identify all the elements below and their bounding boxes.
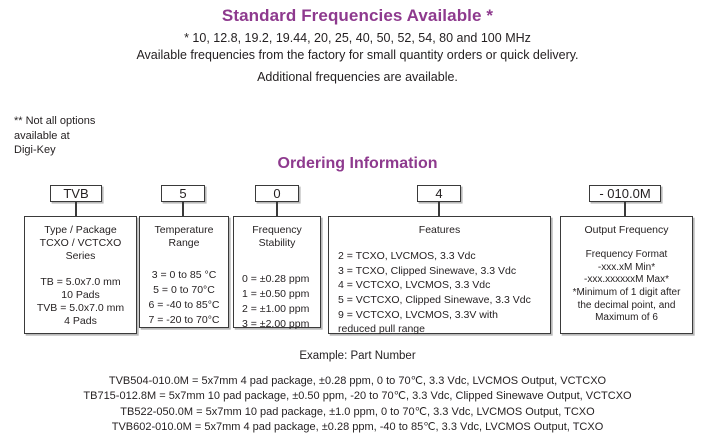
field-options-output-frequency: Frequency Format -xxx.xM Min* -xxx.xxxxx…: [572, 249, 681, 324]
ordering-information-title: Ordering Information: [277, 155, 438, 172]
example-part-number-heading: Example: Part Number: [299, 350, 416, 362]
digikey-availability-footnote: ** Not all options available at Digi-Key: [14, 115, 96, 156]
field-box-frequency-stability: Frequency Stability 0 = ±0.28 ppm 1 = ±0…: [233, 216, 321, 330]
page-title: Standard Frequencies Available *: [221, 6, 494, 25]
example-part-number-list: TVB504-010.0M = 5x7mm 4 pad package, ±0.…: [0, 374, 715, 435]
field-options-frequency-stability: 0 = ±0.28 ppm 1 = ±0.50 ppm 2 = ±1.00 pp…: [242, 273, 310, 331]
field-box-temperature-range: Temperature Range 3 = 0 to 85 °C 5 = 0 t…: [139, 216, 229, 328]
field-heading-output-frequency: Output Frequency: [584, 224, 669, 236]
code-chip-features: 4: [417, 185, 461, 202]
field-options-features: 2 = TCXO, LVCMOS, 3.3 Vdc 3 = TCXO, Clip…: [338, 250, 531, 336]
connector-stem-temperature-range: [182, 202, 184, 217]
factory-availability-note: Available frequencies from the factory f…: [136, 48, 579, 62]
field-options-type-package: TB = 5.0x7.0 mm 10 Pads TVB = 5.0x7.0 mm…: [36, 275, 125, 328]
code-chip-temperature-range: 5: [161, 185, 205, 202]
field-heading-features: Features: [418, 224, 461, 236]
field-heading-temperature-range: Temperature Range: [154, 224, 214, 250]
standard-frequencies-list: * 10, 12.8, 19.2, 19.44, 20, 25, 40, 50,…: [184, 31, 531, 45]
field-box-output-frequency: Output Frequency Frequency Format -xxx.x…: [560, 216, 693, 334]
code-chip-output-frequency: - 010.0M: [589, 185, 661, 202]
field-box-type-package: Type / Package TCXO / VCTCXO Series TB =…: [24, 216, 137, 334]
connector-stem-frequency-stability: [276, 202, 278, 217]
field-box-features: Features 2 = TCXO, LVCMOS, 3.3 Vdc 3 = T…: [328, 216, 551, 336]
connector-stem-output-frequency: [624, 202, 626, 217]
field-options-temperature-range: 3 = 0 to 85 °C 5 = 0 to 70°C 6 = -40 to …: [148, 269, 220, 327]
field-heading-type-package: Type / Package TCXO / VCTCXO Series: [39, 224, 122, 263]
additional-frequencies-note: Additional frequencies are available.: [257, 70, 458, 84]
example-line: TB715-012.8M = 5x7mm 10 pad package, ±0.…: [83, 390, 632, 403]
code-chip-type-package: TVB: [50, 185, 102, 202]
example-line: TB522-050.0M = 5x7mm 10 pad package, ±1.…: [120, 405, 595, 418]
code-chip-frequency-stability: 0: [255, 185, 299, 202]
connector-stem-type-package: [75, 202, 77, 217]
example-line: TVB504-010.0M = 5x7mm 4 pad package, ±0.…: [108, 375, 607, 387]
example-line: TVB602-010.0M = 5x7mm 4 pad package, ±0.…: [111, 420, 604, 433]
connector-stem-features: [438, 202, 440, 217]
field-heading-frequency-stability: Frequency Stability: [252, 224, 302, 250]
